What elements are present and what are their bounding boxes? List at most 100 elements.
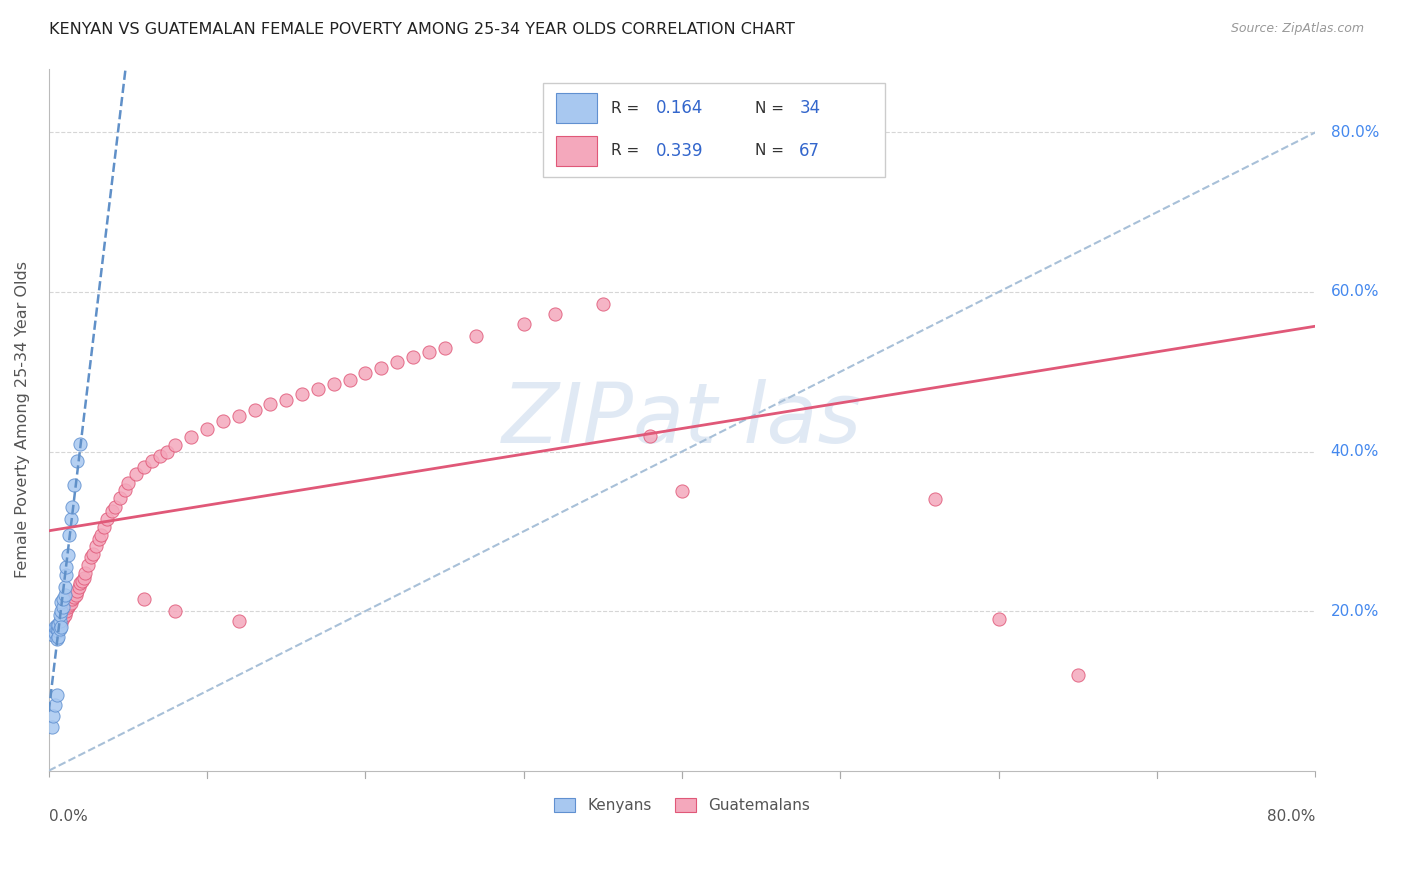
Point [114,483,136,497]
Point [63,478,86,492]
Point [59,512,82,526]
Point [45,688,67,702]
Legend: Kenyans, Guatemalans: Kenyans, Guatemalans [548,792,817,819]
Point [51,620,73,634]
Point [52,592,75,607]
Point [49,616,72,631]
Point [63,590,86,604]
Point [96,512,118,526]
Point [45,624,67,638]
Text: 0.0%: 0.0% [49,809,87,824]
Point [49,614,72,628]
Point [42,624,65,638]
Point [41,624,63,638]
Text: 20.0%: 20.0% [1330,604,1379,619]
Point [51,604,73,618]
Point [259,397,281,411]
Point [46,620,69,634]
Point [117,476,139,491]
Point [44,626,66,640]
Point [55,568,77,582]
Point [418,344,440,359]
Point [1067,668,1090,682]
Text: ZIPat las: ZIPat las [502,379,862,460]
Point [67,580,90,594]
Point [45,622,67,636]
Point [165,438,187,452]
Point [51,616,73,631]
Point [49,622,72,636]
Point [53,580,76,594]
Point [46,624,69,638]
Point [49,608,72,623]
Point [89,533,111,547]
Point [125,467,148,481]
Point [62,592,84,607]
Point [924,492,946,507]
Point [52,610,75,624]
Point [51,594,73,608]
Point [41,720,63,734]
Point [592,297,614,311]
Point [465,328,488,343]
Point [101,504,124,518]
Point [90,527,112,541]
Point [322,376,344,391]
Point [132,592,155,607]
Point [243,403,266,417]
Point [148,449,170,463]
Point [640,428,662,442]
Point [42,628,65,642]
Point [165,604,187,618]
Point [66,454,89,468]
Point [544,307,567,321]
Point [53,588,76,602]
Point [276,392,298,407]
Point [66,584,89,599]
Point [512,317,534,331]
Point [156,444,179,458]
Point [58,528,80,542]
Point [45,618,67,632]
Point [44,620,66,634]
Point [195,422,218,436]
Point [84,539,107,553]
Point [59,596,82,610]
Point [339,373,361,387]
Point [52,600,75,615]
Point [56,600,79,615]
Point [75,566,97,580]
Point [46,630,69,644]
Point [104,500,127,515]
Point [370,360,392,375]
Point [55,604,77,618]
Point [212,414,235,428]
Point [53,608,76,623]
Point [44,698,66,713]
Point [69,576,91,591]
Point [108,491,131,505]
Point [72,571,94,585]
Point [307,382,329,396]
Point [354,367,377,381]
Point [180,430,202,444]
Point [45,632,67,646]
Point [141,454,163,468]
Point [93,520,115,534]
Point [132,460,155,475]
Point [58,598,80,612]
Point [228,614,250,628]
Text: 40.0%: 40.0% [1330,444,1379,459]
Point [987,612,1010,626]
Point [42,709,65,723]
Point [433,341,456,355]
Point [69,436,91,450]
Point [77,558,100,572]
Text: 80.0%: 80.0% [1267,809,1316,824]
Point [65,588,87,602]
Point [228,409,250,423]
Point [62,500,84,515]
Point [671,484,693,499]
Point [56,548,79,562]
Text: 80.0%: 80.0% [1330,125,1379,140]
